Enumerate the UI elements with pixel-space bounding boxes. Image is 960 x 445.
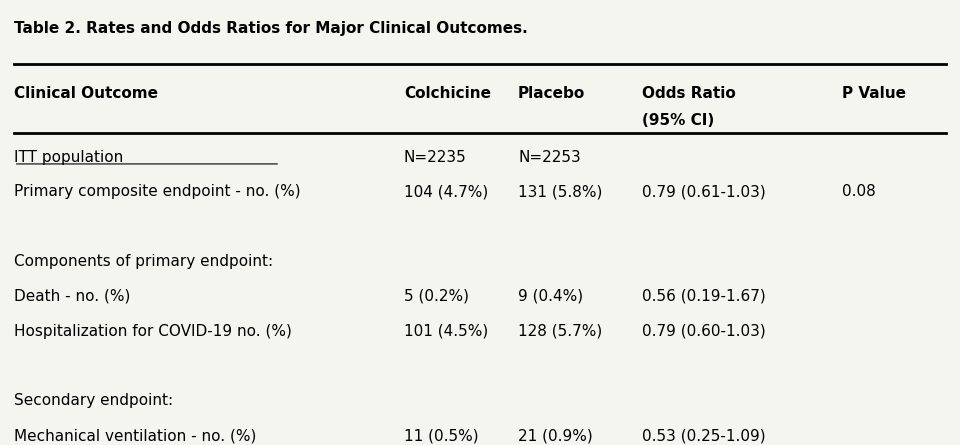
Text: 5 (0.2%): 5 (0.2%) — [404, 289, 468, 304]
Text: N=2235: N=2235 — [404, 150, 467, 165]
Text: Death - no. (%): Death - no. (%) — [13, 289, 130, 304]
Text: Secondary endpoint:: Secondary endpoint: — [13, 393, 173, 409]
Text: 0.53 (0.25-1.09): 0.53 (0.25-1.09) — [642, 428, 765, 443]
Text: Colchicine: Colchicine — [404, 86, 491, 101]
Text: 9 (0.4%): 9 (0.4%) — [518, 289, 583, 304]
Text: 0.79 (0.60-1.03): 0.79 (0.60-1.03) — [642, 324, 765, 339]
Text: P Value: P Value — [842, 86, 905, 101]
Text: 0.79 (0.61-1.03): 0.79 (0.61-1.03) — [642, 184, 765, 199]
Text: 0.08: 0.08 — [842, 184, 876, 199]
Text: 104 (4.7%): 104 (4.7%) — [404, 184, 488, 199]
Text: Odds Ratio: Odds Ratio — [642, 86, 735, 101]
Text: 21 (0.9%): 21 (0.9%) — [518, 428, 593, 443]
Text: Clinical Outcome: Clinical Outcome — [13, 86, 157, 101]
Text: Components of primary endpoint:: Components of primary endpoint: — [13, 254, 273, 269]
Text: Table 2. Rates and Odds Ratios for Major Clinical Outcomes.: Table 2. Rates and Odds Ratios for Major… — [13, 20, 527, 36]
Text: 101 (4.5%): 101 (4.5%) — [404, 324, 488, 339]
Text: 0.56 (0.19-1.67): 0.56 (0.19-1.67) — [642, 289, 765, 304]
Text: ITT population: ITT population — [13, 150, 123, 165]
Text: 128 (5.7%): 128 (5.7%) — [518, 324, 602, 339]
Text: 11 (0.5%): 11 (0.5%) — [404, 428, 478, 443]
Text: Mechanical ventilation - no. (%): Mechanical ventilation - no. (%) — [13, 428, 256, 443]
Text: Placebo: Placebo — [518, 86, 586, 101]
Text: N=2253: N=2253 — [518, 150, 581, 165]
Text: Primary composite endpoint - no. (%): Primary composite endpoint - no. (%) — [13, 184, 300, 199]
Text: 131 (5.8%): 131 (5.8%) — [518, 184, 603, 199]
Text: Hospitalization for COVID-19 no. (%): Hospitalization for COVID-19 no. (%) — [13, 324, 292, 339]
Text: (95% CI): (95% CI) — [642, 113, 714, 128]
